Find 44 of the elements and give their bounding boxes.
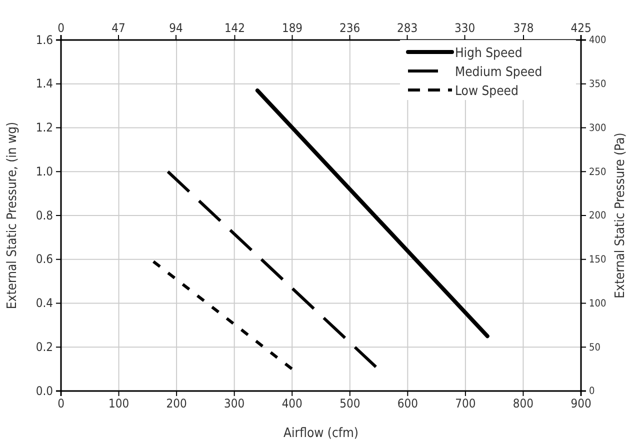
y-tick-label: 0.0 <box>36 384 54 398</box>
y-tick-label: 0.6 <box>36 252 54 266</box>
x2-tick-label: 236 <box>339 21 360 35</box>
y-tick-label: 1.2 <box>36 120 53 135</box>
y2-tick-label: 300 <box>589 122 606 134</box>
legend-label: Low Speed <box>455 84 518 99</box>
x-tick-label: 900 <box>570 396 592 411</box>
x2-tick-label: 378 <box>513 21 534 35</box>
x2-tick-label: 142 <box>224 21 246 35</box>
x2-tick-label: 425 <box>570 21 592 35</box>
x-tick-label: 800 <box>512 396 534 411</box>
x-tick-label: 700 <box>455 396 476 411</box>
x-tick-label: 200 <box>166 396 187 411</box>
y-tick-label: 0.8 <box>36 208 54 222</box>
y2-tick-label: 50 <box>589 342 601 354</box>
x-tick-label: 100 <box>108 396 130 411</box>
x2-tick-label: 189 <box>282 21 303 35</box>
legend-label: High Speed <box>455 46 522 61</box>
x2-tick-label: 283 <box>396 21 418 35</box>
y2-tick-label: 400 <box>589 35 606 46</box>
x2-tick-label: 94 <box>169 21 184 35</box>
x-tick-label: 400 <box>282 396 303 411</box>
legend-label: Medium Speed <box>455 65 542 80</box>
x-tick-label: 300 <box>224 396 245 411</box>
x2-tick-label: 0 <box>58 21 65 35</box>
y2-axis-title: External Static Pressure (Pa) <box>613 132 628 298</box>
x2-tick-label: 47 <box>112 21 126 35</box>
y2-tick-label: 350 <box>589 79 606 90</box>
y2-tick-label: 0 <box>589 386 595 398</box>
y-axis-title: External Static Pressure, (in wg) <box>5 122 20 310</box>
x2-tick-label: 330 <box>454 21 476 35</box>
y2-tick-label: 150 <box>589 254 606 266</box>
y2-tick-label: 250 <box>589 166 606 178</box>
y-tick-label: 1.4 <box>36 76 54 91</box>
y-tick-label: 0.4 <box>36 296 54 310</box>
y-tick-label: 1.0 <box>36 164 54 178</box>
x-tick-label: 0 <box>58 396 65 411</box>
y2-tick-label: 100 <box>589 298 606 310</box>
y2-tick-label: 200 <box>589 210 606 222</box>
y-tick-label: 0.2 <box>36 340 53 354</box>
x-axis-title: Airflow (cfm) <box>284 426 358 441</box>
x-tick-label: 600 <box>397 396 418 411</box>
y-tick-label: 1.6 <box>36 32 54 47</box>
x-tick-label: 500 <box>340 396 360 411</box>
